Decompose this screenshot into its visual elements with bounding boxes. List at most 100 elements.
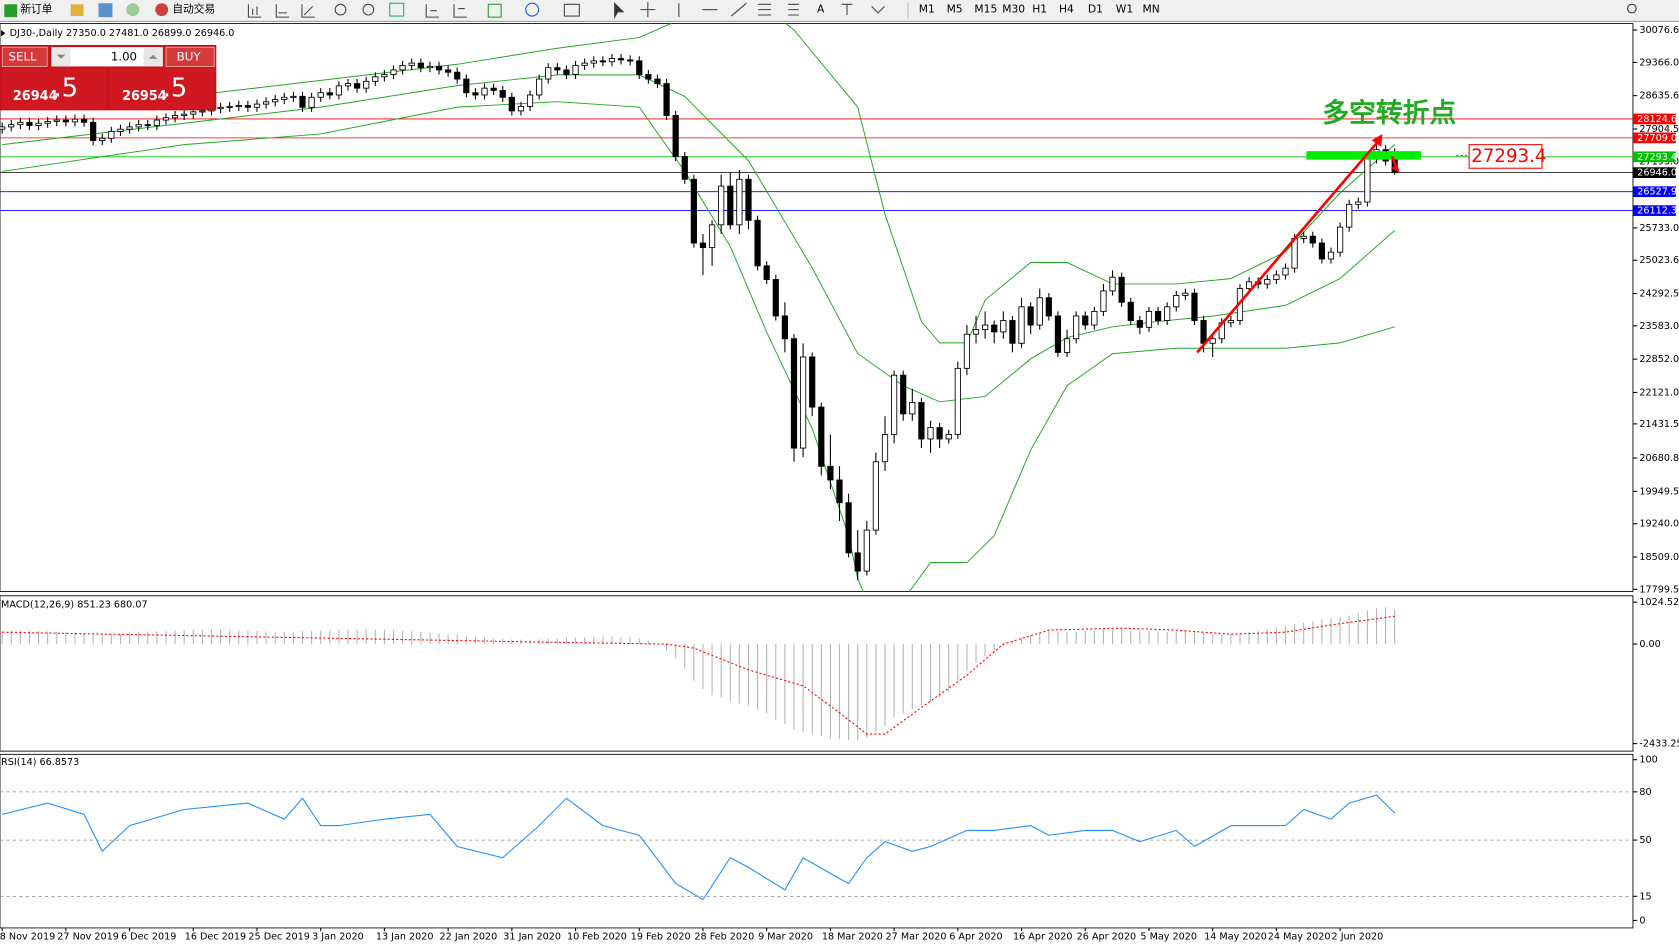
timeframe[interactable]: MN (1143, 3, 1160, 16)
zoom-out[interactable] (362, 3, 375, 16)
candle-body (1346, 203, 1353, 228)
tool-icon[interactable] (275, 4, 290, 18)
new-order[interactable]: 新订单 (20, 3, 52, 16)
ask-box[interactable] (110, 68, 215, 110)
zoom-in[interactable] (334, 3, 347, 16)
x-tick-label: 27 Nov 2019 (57, 931, 119, 942)
candle-body (581, 62, 588, 66)
tile[interactable] (389, 2, 405, 17)
price-label-box (1468, 144, 1543, 169)
price-level-tag (1632, 113, 1676, 125)
candle-body (317, 92, 324, 98)
text-tool[interactable] (841, 3, 853, 16)
rsi-title: RSI(14) 66.8573 (1, 757, 79, 768)
candle-body (1100, 290, 1107, 312)
timeframe[interactable]: D1 (1088, 3, 1103, 16)
lot-field[interactable] (51, 47, 163, 67)
new-order-icon[interactable] (4, 4, 18, 18)
cursor[interactable] (614, 1, 625, 20)
candle-body (108, 131, 115, 139)
timeframe[interactable]: H4 (1059, 3, 1074, 16)
ask-fraction[interactable]: .5 (163, 73, 188, 103)
tool-icon[interactable] (247, 4, 262, 18)
x-tick-label: 14 May 2020 (1204, 931, 1267, 942)
candle-body (1136, 320, 1143, 328)
tool-icon[interactable] (301, 4, 315, 18)
templates[interactable] (563, 3, 580, 17)
y-tick-label: 17799.5 (1639, 584, 1679, 595)
candle-body (1063, 338, 1071, 353)
arrow-tool[interactable] (871, 6, 885, 14)
candle-body (44, 120, 51, 124)
candle-body (144, 124, 151, 127)
y-tick-label: 80 (1639, 787, 1651, 798)
price-level-tag (1632, 151, 1676, 163)
candle-body (672, 115, 679, 157)
candle-body (326, 92, 333, 96)
x-tick-label: 25 Dec 2019 (248, 931, 309, 942)
candle-body (426, 65, 434, 69)
sell-button[interactable] (1, 46, 48, 67)
bid-price[interactable]: 26944 (13, 89, 58, 104)
candle-body (126, 126, 133, 130)
candle-body (1364, 158, 1371, 203)
auto-trade-icon[interactable] (155, 3, 169, 17)
up-icon (148, 54, 158, 59)
candle-body (572, 64, 579, 75)
candle-body (1027, 306, 1034, 326)
candle-body (1164, 306, 1171, 321)
bid-fraction[interactable]: .5 (54, 73, 79, 103)
candle-body (690, 178, 697, 244)
candle-body (636, 60, 643, 75)
tool-icon[interactable] (453, 4, 467, 18)
x-tick-label: 18 Mar 2020 (822, 931, 883, 942)
tool-icon[interactable] (98, 3, 113, 18)
candle-body (308, 96, 315, 108)
candle-body (599, 60, 606, 63)
sell-label[interactable]: SELL (9, 49, 37, 63)
candle-body (26, 121, 33, 126)
candle-body (918, 402, 925, 440)
search[interactable] (1627, 3, 1637, 14)
tool-icon[interactable] (70, 4, 84, 17)
bid-box[interactable] (2, 68, 107, 110)
fib-tool[interactable] (788, 3, 799, 16)
tool-icon[interactable] (126, 3, 140, 17)
candle-body (699, 242, 707, 249)
candle-body (244, 105, 251, 108)
periods[interactable] (525, 2, 540, 17)
candle-body (17, 121, 24, 126)
timeframe[interactable]: M1 (919, 3, 935, 16)
y-tick-label: 18509.0 (1639, 552, 1679, 563)
timeframe[interactable]: W1 (1116, 3, 1133, 16)
price-panel (0, 23, 1634, 592)
axes: 30076.629366.028635.627904.527193.025733… (0, 25, 1679, 943)
timeframe[interactable]: M15 (974, 3, 997, 16)
auto-trade[interactable]: 自动交易 (172, 3, 215, 16)
text-tool-label[interactable]: A (817, 3, 825, 16)
timeframe[interactable]: H1 (1032, 3, 1047, 16)
candle-body (171, 115, 179, 119)
toolbar: 新订单 自动交易 A M1 M5 M15 M30 H1 H4 D1 W1 MN (0, 0, 1679, 22)
x-tick-label: 13 Jan 2020 (376, 931, 434, 942)
candle-body (390, 69, 397, 75)
timeframe[interactable]: M5 (947, 3, 963, 16)
price-level-label: 26112.3 (1637, 206, 1677, 217)
fib-tool[interactable] (758, 3, 771, 16)
buy-button[interactable] (165, 46, 215, 67)
candle-body (1082, 315, 1089, 326)
candle-body (1045, 297, 1052, 317)
buy-label[interactable]: BUY (177, 49, 202, 63)
indicators[interactable] (487, 3, 502, 18)
ask-price[interactable]: 26954 (122, 89, 167, 104)
x-tick-label: 6 Apr 2020 (949, 931, 1002, 942)
lot-value[interactable]: 1.00 (111, 49, 137, 63)
tool-icon[interactable] (425, 4, 440, 18)
trendline-tool[interactable] (731, 2, 747, 17)
candle-body (217, 106, 224, 110)
x-tick-label: 10 Feb 2020 (567, 931, 627, 942)
candle-body (1091, 310, 1098, 326)
candle-body (1009, 320, 1016, 344)
timeframe[interactable]: M30 (1002, 3, 1025, 16)
crosshair[interactable] (640, 2, 656, 18)
